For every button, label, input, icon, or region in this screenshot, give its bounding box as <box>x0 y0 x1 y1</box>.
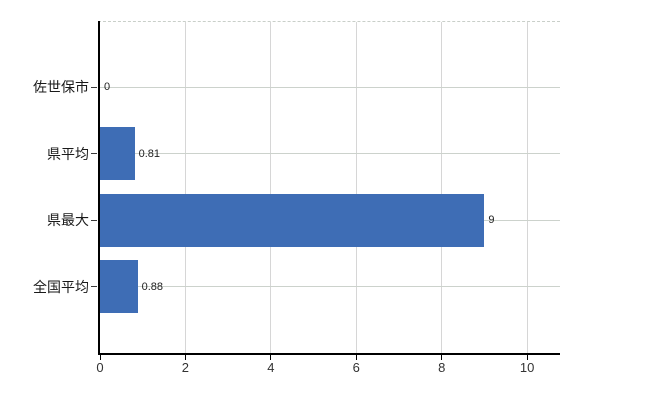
x-axis-tick <box>526 355 528 360</box>
x-gridline <box>355 22 357 353</box>
bar <box>100 260 138 314</box>
x-axis-line <box>98 353 560 355</box>
x-axis-tick-label: 6 <box>352 360 360 375</box>
category-label: 佐世保市 <box>33 79 89 96</box>
x-axis-tick <box>270 355 272 360</box>
bar-value-label: 0.88 <box>141 280 163 293</box>
category-gridline <box>100 286 560 288</box>
y-axis-tick <box>91 153 97 155</box>
x-axis-tick-label: 0 <box>96 360 104 375</box>
x-axis-tick-label: 2 <box>181 360 190 375</box>
x-axis-tick <box>184 355 186 360</box>
bar <box>100 193 485 247</box>
category-gridline <box>100 86 560 88</box>
x-gridline <box>184 22 186 353</box>
x-axis-tick-label: 4 <box>267 360 275 375</box>
x-gridline <box>441 22 443 353</box>
x-axis-tick-label: 10 <box>519 360 535 375</box>
category-label: 県最大 <box>47 212 89 229</box>
x-axis-tick <box>355 355 357 360</box>
bar <box>100 127 135 181</box>
bar-value-label: 0 <box>104 81 111 94</box>
x-axis-tick <box>441 355 443 360</box>
bar-value-label: 9 <box>488 214 495 227</box>
bar-value-label: 0.81 <box>138 147 161 160</box>
y-axis-line <box>98 21 100 355</box>
category-gridline <box>100 153 560 155</box>
x-gridline <box>526 22 528 353</box>
plot-top-border <box>98 21 560 22</box>
x-axis-tick-label: 8 <box>438 360 446 375</box>
y-axis-tick <box>91 219 97 221</box>
x-gridline <box>270 22 272 353</box>
y-axis-tick <box>91 286 97 288</box>
category-label: 県平均 <box>47 145 89 162</box>
x-axis-tick <box>99 355 101 360</box>
y-axis-tick <box>91 86 97 88</box>
category-label: 全国平均 <box>33 278 89 295</box>
